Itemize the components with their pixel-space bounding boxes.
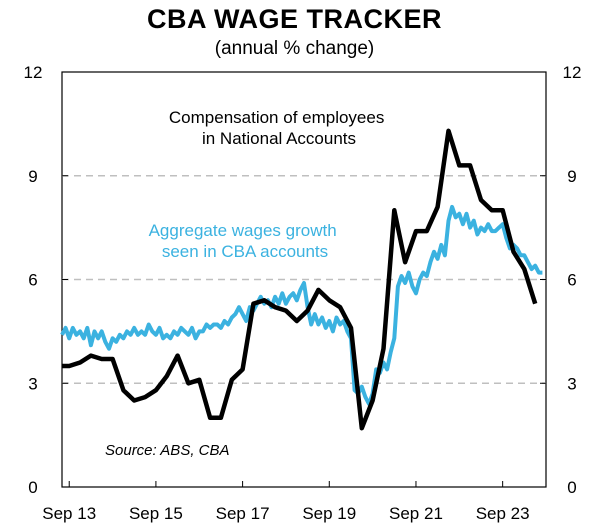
x-tick-label-1: Sep 15 (129, 504, 183, 523)
y-tick-right-6: 6 (567, 271, 576, 290)
source-note: Source: ABS, CBA (105, 442, 230, 459)
y-tick-left-9: 9 (28, 167, 37, 186)
series-line-compensation (62, 128, 538, 431)
series-label-aggregate-wages-line2: seen in CBA accounts (162, 242, 328, 261)
gridlines (62, 175, 546, 384)
chart-title: CBA WAGE TRACKER (147, 4, 442, 34)
axis-ticks: 0 0 3 3 6 6 9 9 12 12 Sep 13 Sep 15 Sep 17 Sep 19 Sep … (24, 63, 582, 523)
series-line-aggregate-wages (60, 204, 543, 406)
y-tick-right-12: 12 (563, 63, 582, 82)
x-tick-label-2: Sep 17 (216, 504, 270, 523)
series-label-aggregate-wages: Aggregate wages growth seen in CBA accou… (149, 221, 342, 261)
y-tick-left-12: 12 (24, 63, 43, 82)
y-tick-left-3: 3 (28, 374, 37, 393)
y-tick-left-0: 0 (28, 478, 37, 497)
series-label-compensation-line2: in National Accounts (202, 129, 356, 148)
series-label-compensation: Compensation of employees in National Ac… (169, 108, 389, 148)
series-label-compensation-line1: Compensation of employees (169, 108, 384, 127)
y-tick-right-0: 0 (567, 478, 576, 497)
series-lines (60, 128, 543, 431)
y-tick-right-9: 9 (567, 167, 576, 186)
y-tick-right-3: 3 (567, 374, 576, 393)
x-tick-label-0: Sep 13 (42, 504, 96, 523)
chart-subtitle: (annual % change) (214, 38, 375, 59)
series-label-aggregate-wages-line1: Aggregate wages growth (149, 221, 337, 240)
y-tick-left-6: 6 (28, 271, 37, 290)
x-tick-label-3: Sep 19 (302, 504, 356, 523)
x-tick-label-4: Sep 21 (389, 504, 443, 523)
x-tick-label-5: Sep 23 (476, 504, 530, 523)
